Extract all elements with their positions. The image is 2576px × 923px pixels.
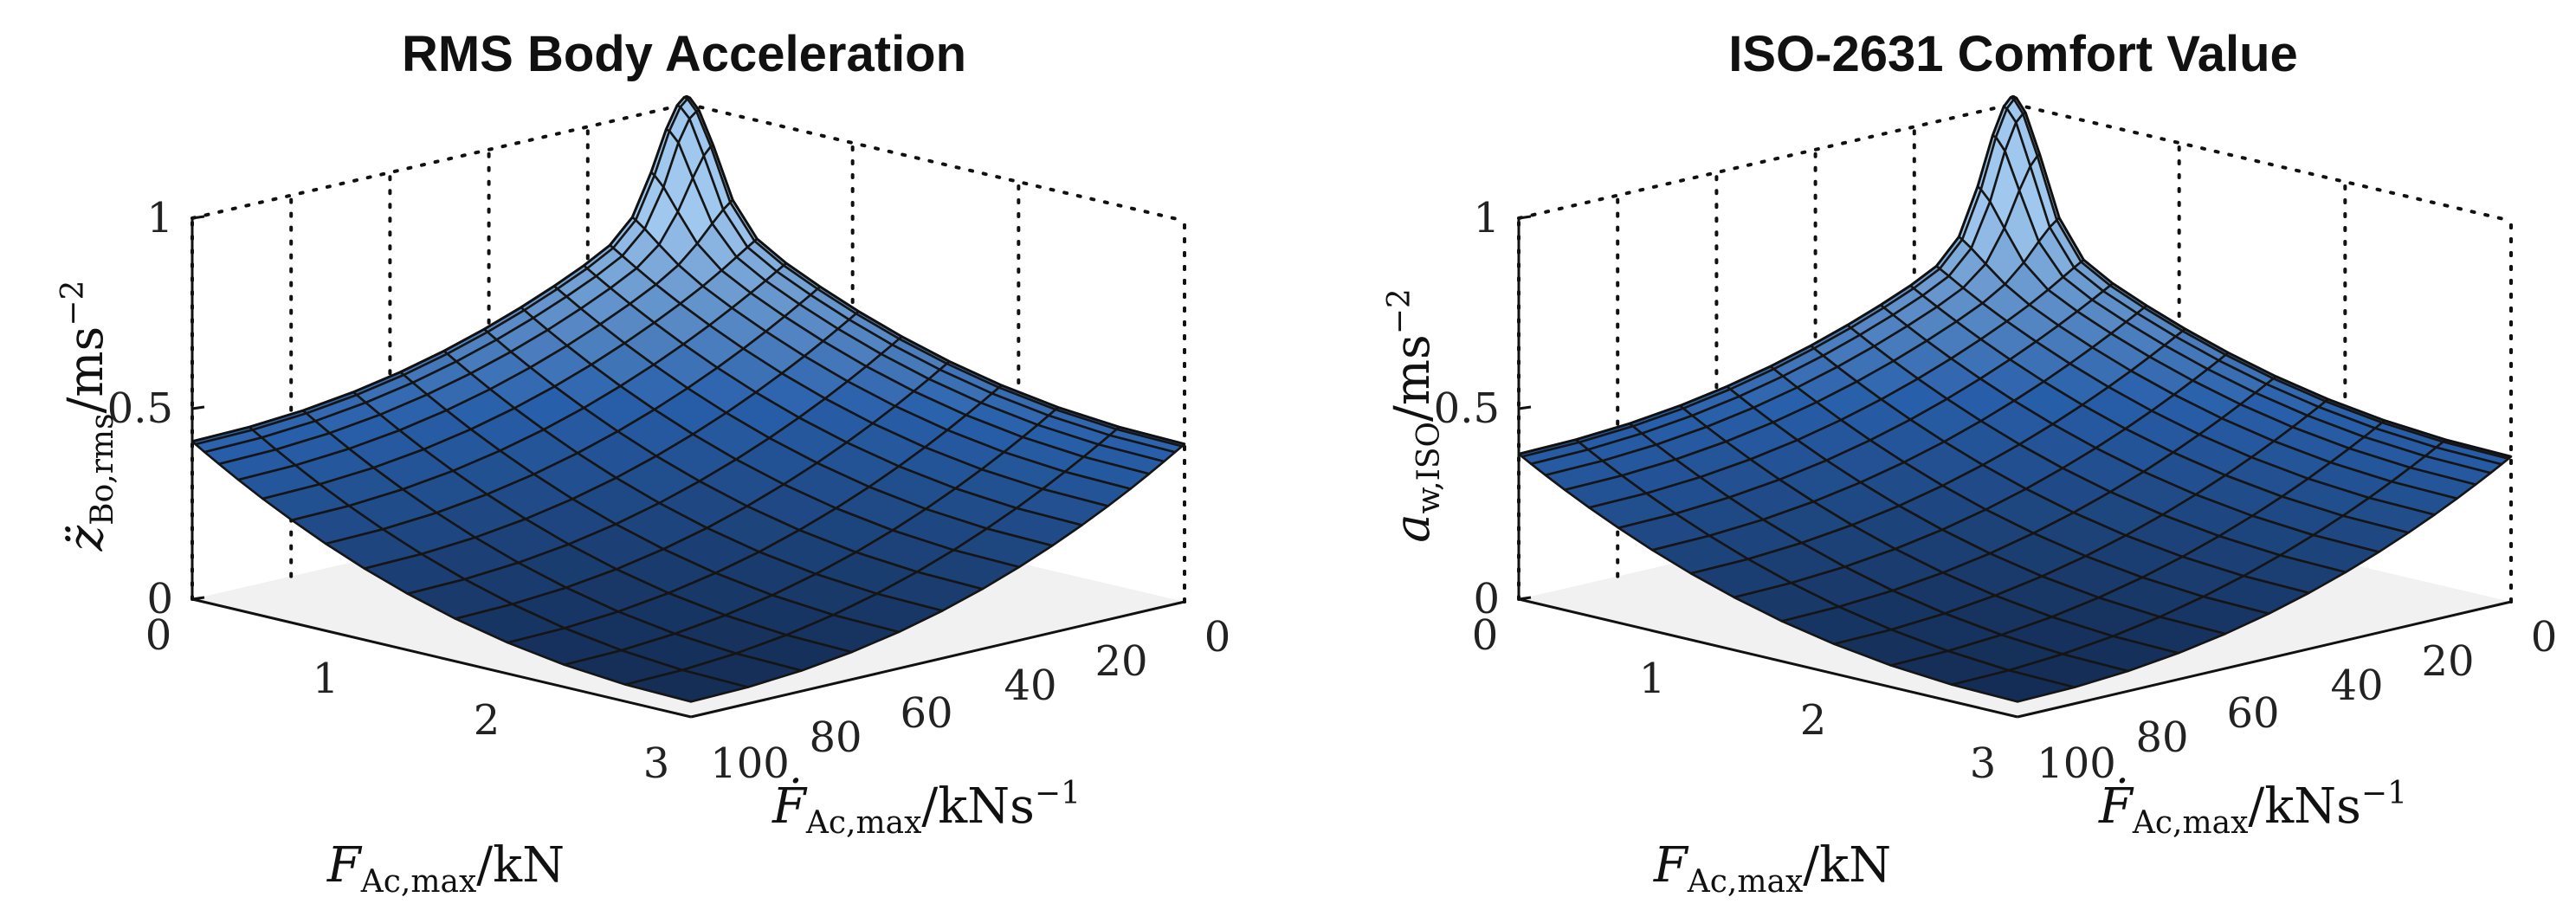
z-tick-label-1: 1 [1473,194,1500,242]
x-tick-label-3: 3 [643,739,670,788]
z-tick-mark [1518,405,1532,410]
y-axis-line [690,600,1185,719]
x-tick-label-2: 2 [474,696,500,745]
z-tick-label-1: 1 [146,194,173,242]
y-tick-label-100: 100 [2037,739,2116,788]
z-tick-mark [191,215,205,220]
surface-patch [1951,668,2076,703]
x-tick-label-1: 1 [1639,655,1666,703]
y-tick-label-40: 40 [2330,662,2383,710]
z-axis-label: aw,ISO/ms−2 [1382,288,1447,543]
surface-group [1517,94,2513,719]
x-axis-line [1518,597,2018,719]
x-tick-label-1: 1 [313,655,339,703]
y-tick-label-20: 20 [2421,637,2474,686]
y-tick-label-60: 60 [2226,689,2279,738]
y-tick-label-20: 20 [1094,637,1147,686]
wall-top-gridline [190,102,688,220]
x-tick-label-2: 2 [1800,696,1827,745]
y-tick-label-100: 100 [710,739,790,788]
z-tick-label-0-5: 0.5 [107,384,173,433]
surface-patch [623,668,750,703]
surface-group [190,94,1186,719]
z-axis-label: z̈Bo,rms/ms−2 [55,281,120,552]
y-tick-label-80: 80 [2135,713,2188,762]
z-tick-label-0-5: 0.5 [1434,384,1500,433]
surface-edge [2012,94,2512,458]
surface-edge [1518,94,2014,455]
chart-title: ISO-2631 Comfort Value [1728,26,2298,82]
chart-rms-body-acceleration: RMS Body Acceleration 1 0.5 0 0 1 2 3 0 … [55,26,1230,900]
y-tick-label-0: 0 [2531,613,2558,662]
x-axis-label: FAc,max/kN [326,837,565,900]
z-tick-label-0: 0 [146,575,173,623]
y-tick-label-80: 80 [809,713,862,762]
y-tick-label-40: 40 [1004,662,1056,710]
y-tick-label-0: 0 [1204,613,1231,662]
surface-edge [686,94,1185,446]
wall-top-gridline [1517,102,2015,220]
chart-title: RMS Body Acceleration [402,26,966,82]
x-axis-line [191,597,692,719]
x-tick-label-0: 0 [1472,611,1499,660]
x-tick-label-0: 0 [145,611,172,660]
wall-top-gridline [2011,102,2513,223]
y-axis-label: ḞAc,max/kNs−1 [772,776,1081,841]
z-tick-mark [1518,215,1532,220]
y-axis-label: ḞAc,max/kNs−1 [2098,776,2407,841]
y-axis-line [2017,600,2512,719]
chart-iso-2631-comfort-value: ISO-2631 Comfort Value 1 0.5 0 0 1 2 3 0… [1382,26,2557,900]
wall-top-gridline [685,102,1186,223]
y-tick-label-60: 60 [900,689,952,738]
z-tick-mark [191,405,205,410]
z-tick-label-0: 0 [1473,575,1500,623]
x-tick-label-3: 3 [1970,739,1997,788]
surface-edge [191,94,688,443]
x-axis-label: FAc,max/kN [1653,837,1891,900]
z-tick-mark [1518,596,1532,601]
z-tick-mark [191,596,205,601]
